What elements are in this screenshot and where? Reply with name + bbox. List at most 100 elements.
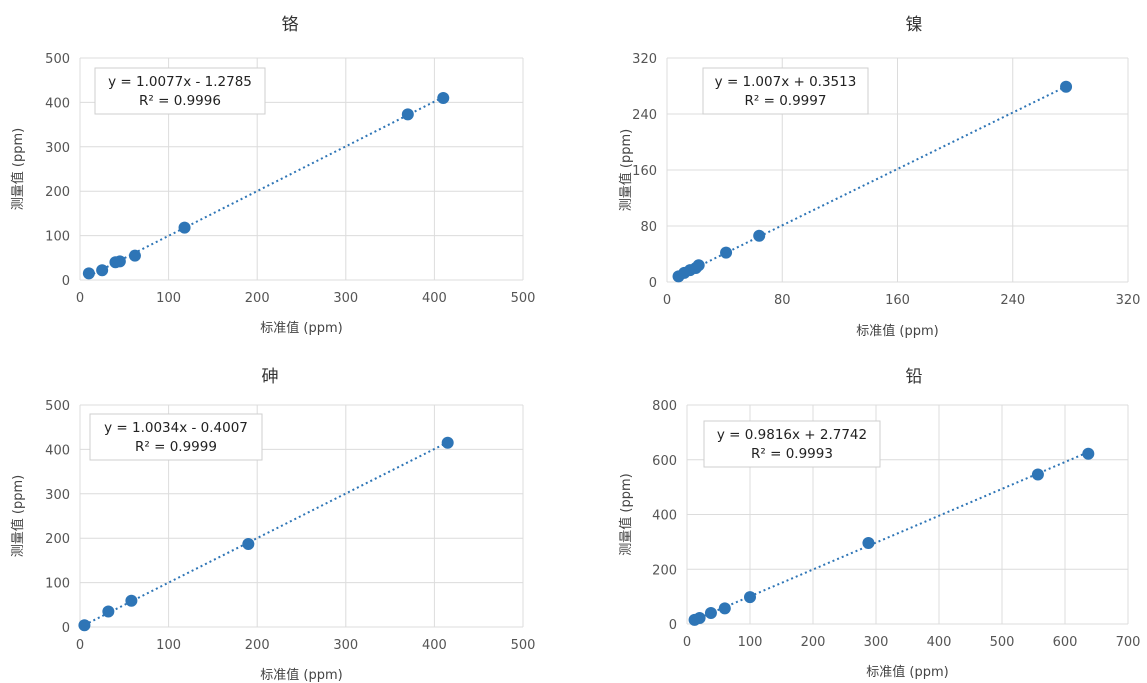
y-tick-label: 500 [45, 399, 70, 414]
y-tick-label: 400 [45, 443, 70, 458]
x-tick-label: 400 [422, 291, 447, 306]
regression-equation: y = 1.007x + 0.3513 [715, 74, 857, 90]
x-tick-label: 600 [1053, 635, 1078, 650]
x-axis-title: 标准值 (ppm) [856, 323, 938, 339]
y-tick-label: 200 [45, 532, 70, 547]
y-tick-label: 100 [45, 230, 70, 245]
y-tick-label: 500 [45, 52, 70, 67]
x-tick-label: 500 [990, 635, 1015, 650]
y-tick-label: 800 [652, 399, 677, 414]
trendline [694, 451, 1089, 621]
equation-box [703, 420, 881, 468]
data-point [1060, 80, 1073, 93]
y-tick-label: 80 [640, 220, 657, 235]
chart-title: 镍 [906, 15, 923, 35]
chart-title: 砷 [262, 367, 279, 387]
data-point [128, 249, 141, 262]
data-point [178, 221, 191, 234]
x-tick-label: 80 [774, 293, 791, 308]
y-tick-label: 200 [652, 563, 677, 578]
chart-title: 铅 [906, 367, 923, 387]
equation-box [702, 67, 869, 115]
regression-equation: y = 1.0034x - 0.4007 [104, 420, 248, 436]
data-point [125, 594, 138, 607]
data-point [401, 108, 414, 121]
data-point [862, 536, 875, 549]
x-tick-label: 240 [1000, 293, 1025, 308]
x-tick-label: 100 [156, 638, 181, 653]
data-point [96, 264, 109, 277]
regression-equation: y = 1.0077x - 1.2785 [108, 74, 252, 90]
r-squared-label: R² = 0.9999 [135, 439, 217, 455]
x-tick-label: 500 [511, 291, 536, 306]
y-tick-label: 400 [45, 96, 70, 111]
data-point [437, 91, 450, 104]
y-axis-title: 测量值 (ppm) [10, 475, 26, 557]
y-tick-label: 400 [652, 509, 677, 524]
y-tick-label: 100 [45, 577, 70, 592]
x-tick-label: 300 [864, 635, 889, 650]
x-tick-label: 0 [76, 638, 84, 653]
data-point [78, 619, 91, 632]
data-point [753, 229, 766, 242]
trendline [678, 85, 1067, 278]
regression-equation: y = 0.9816x + 2.7742 [717, 427, 867, 443]
x-tick-label: 160 [885, 293, 910, 308]
y-axis-title: 测量值 (ppm) [618, 473, 634, 555]
x-tick-label: 0 [663, 293, 671, 308]
data-point [82, 267, 95, 280]
equation-box [89, 413, 263, 461]
data-point [718, 602, 731, 615]
x-tick-label: 700 [1116, 635, 1141, 650]
r-squared-label: R² = 0.9997 [745, 93, 827, 109]
data-point [113, 255, 126, 268]
x-tick-label: 400 [927, 635, 952, 650]
x-tick-label: 200 [801, 635, 826, 650]
data-point [102, 605, 115, 618]
chart-title: 铬 [282, 15, 299, 35]
y-axis-title: 测量值 (ppm) [618, 129, 634, 211]
x-tick-label: 500 [511, 638, 536, 653]
x-tick-label: 0 [683, 635, 691, 650]
data-point [441, 436, 454, 449]
y-tick-label: 160 [632, 164, 657, 179]
x-tick-label: 320 [1116, 293, 1141, 308]
y-tick-label: 320 [632, 52, 657, 67]
x-tick-label: 0 [76, 291, 84, 306]
data-point [693, 611, 706, 624]
r-squared-label: R² = 0.9996 [139, 93, 221, 109]
x-tick-label: 200 [245, 638, 270, 653]
y-tick-label: 0 [62, 621, 70, 636]
data-point [720, 246, 733, 259]
x-tick-label: 300 [333, 291, 358, 306]
x-axis-title: 标准值 (ppm) [260, 320, 342, 336]
y-tick-label: 300 [45, 488, 70, 503]
x-tick-label: 100 [156, 291, 181, 306]
data-point [242, 537, 255, 550]
data-point [1031, 468, 1044, 481]
data-point [1082, 447, 1095, 460]
trendline [83, 441, 449, 626]
y-tick-label: 240 [632, 108, 657, 123]
y-axis-title: 测量值 (ppm) [10, 128, 26, 210]
chart-4: 0 100 200 300 400 500 600 700 0 200 400 600 800 铅标准值 … [618, 367, 1140, 680]
x-tick-label: 100 [738, 635, 763, 650]
x-axis-title: 标准值 (ppm) [260, 667, 342, 683]
y-tick-label: 600 [652, 454, 677, 469]
r-squared-label: R² = 0.9993 [751, 446, 833, 462]
x-tick-label: 200 [245, 291, 270, 306]
trendline [88, 96, 444, 277]
y-tick-label: 0 [649, 276, 657, 291]
y-tick-label: 0 [62, 274, 70, 289]
y-tick-label: 200 [45, 185, 70, 200]
data-point [692, 259, 705, 272]
equation-box [94, 67, 266, 115]
data-point [744, 591, 756, 604]
y-tick-label: 0 [669, 618, 677, 633]
x-tick-label: 400 [422, 638, 447, 653]
data-point [704, 607, 717, 620]
